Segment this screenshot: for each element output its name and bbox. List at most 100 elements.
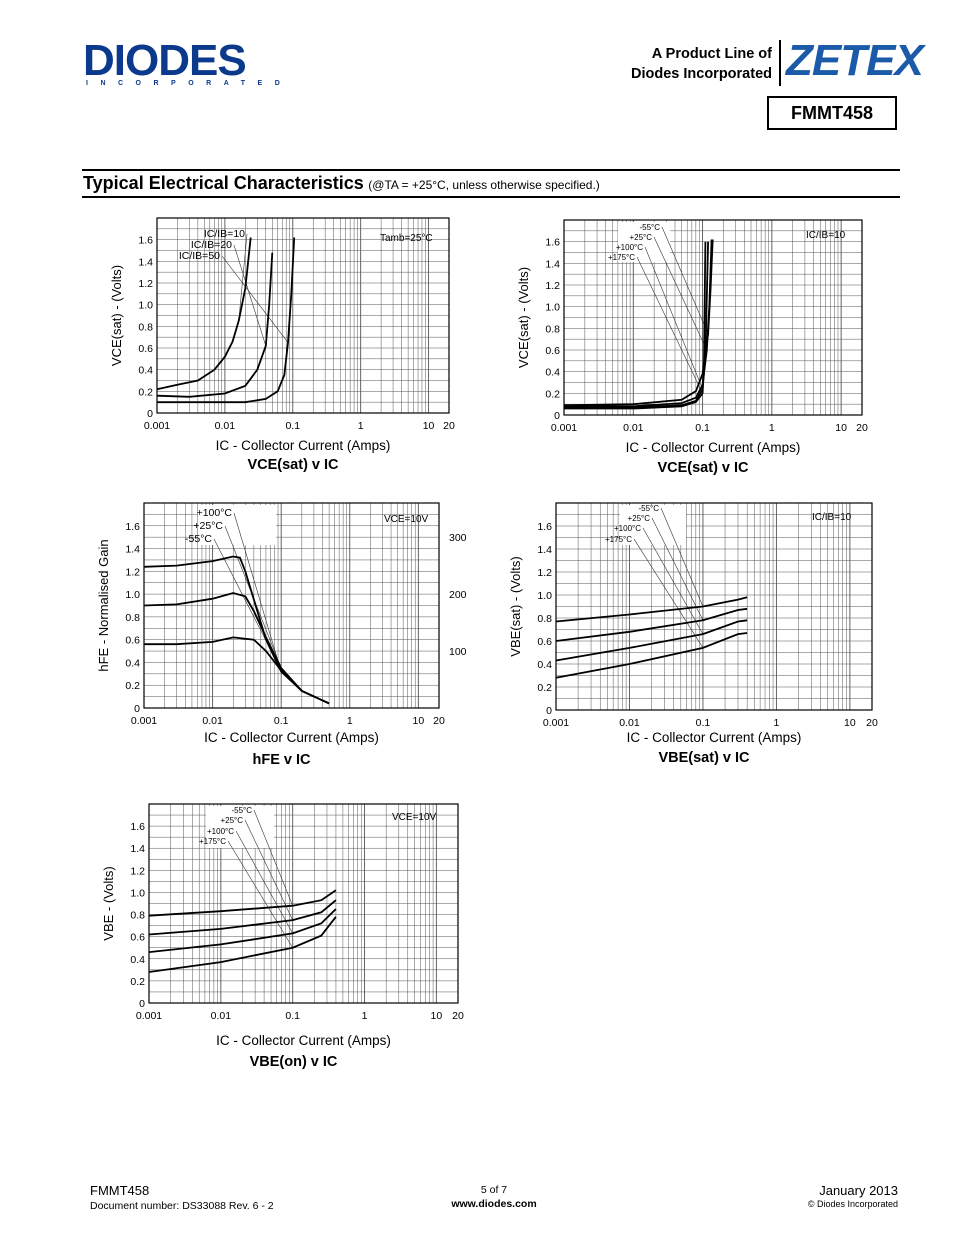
series-label: +100°C (614, 524, 641, 533)
leader-line (221, 255, 289, 343)
y-tick-label: 1.0 (130, 887, 145, 899)
y-tick-label: 0.6 (125, 635, 140, 647)
x-tick-label: 0.01 (215, 420, 236, 432)
section-rule-top (82, 169, 900, 171)
chart-title: hFE v IC (252, 752, 311, 768)
series-line-4 (555, 632, 748, 679)
legend-box (198, 505, 276, 545)
y-tick-label: 0.2 (138, 386, 153, 398)
leader-line (644, 246, 703, 390)
y-axis-label: VCE(sat) - (Volts) (516, 267, 531, 368)
x-tick-label: 20 (856, 422, 868, 434)
series-line-3 (157, 237, 296, 404)
plot-frame (148, 803, 459, 1004)
leader-line (238, 233, 248, 321)
y-tick-label: 0.4 (138, 365, 153, 377)
y-tick-label: 0 (134, 703, 140, 715)
y-axis-label: VBE(sat) - (Volts) (508, 556, 523, 656)
series-label: +100°C (616, 243, 643, 252)
x-tick-label: 10 (835, 422, 847, 434)
y-tick-label: 0.2 (125, 680, 140, 692)
y-tick-label: 1.6 (545, 237, 560, 249)
legend-box (206, 806, 274, 848)
section-title: Typical Electrical Characteristics (83, 173, 364, 193)
y-tick-label: 0 (554, 410, 560, 422)
leader-line (651, 517, 704, 621)
x-tick-label: 0.01 (202, 715, 223, 727)
x-tick-label: 0.001 (551, 422, 577, 434)
y2-tick-label: 300 (449, 532, 467, 544)
y-tick-label: 0.8 (130, 910, 145, 922)
series-label: -55°C (231, 806, 252, 815)
y-tick-label: 0.6 (130, 932, 145, 944)
x-tick-label: 0.01 (623, 422, 644, 434)
section-rule-bottom (82, 196, 900, 198)
condition-label: VCE=10V (384, 514, 429, 525)
y-tick-label: 0.6 (138, 343, 153, 355)
leader-line (653, 236, 708, 351)
footer-part: FMMT458 (90, 1183, 150, 1198)
y-tick-label: 1.2 (130, 865, 145, 877)
x-axis-label: IC - Collector Current (Amps) (204, 730, 379, 745)
section-condition: (@TA = +25°C, unless otherwise specified… (368, 178, 600, 192)
part-number-box: FMMT458 (767, 96, 897, 130)
series-line-2 (143, 592, 330, 705)
diodes-logo-sub: INCORPORATED (86, 80, 293, 87)
y2-tick-label: 200 (449, 589, 467, 601)
plot-frame (156, 217, 450, 414)
legend-box (620, 505, 686, 545)
x-tick-label: 20 (433, 715, 445, 727)
series-line-4 (148, 916, 337, 973)
y-tick-label: 1.6 (125, 521, 140, 533)
series-line-1 (555, 596, 748, 623)
y-tick-label: 0.4 (125, 657, 140, 669)
chart-c2: IC/IB=10 -55°C+25°C+100°C+175°C 0.001 0.01 0… (516, 219, 868, 476)
series-label: +175°C (605, 535, 632, 544)
footer-date: January 2013 (819, 1183, 898, 1198)
y-tick-label: 1.2 (537, 567, 552, 579)
x-axis-label: IC - Collector Current (Amps) (216, 438, 391, 453)
y-tick-label: 0.8 (545, 323, 560, 335)
product-line-1: A Product Line of (651, 46, 772, 62)
y-tick-label: 0 (139, 998, 145, 1010)
leader-line (227, 840, 293, 948)
leader-line (636, 256, 703, 394)
y-tick-label: 0.8 (125, 612, 140, 624)
footer-website[interactable]: www.diodes.com (451, 1198, 537, 1210)
x-tick-label: 0.01 (619, 717, 640, 729)
chart-gridlines (555, 503, 873, 710)
condition-label: IC/IB=10 (812, 512, 852, 523)
footer-copyright: © Diodes Incorporated (807, 1199, 898, 1209)
chart-c5: VCE=10V -55°C+25°C +100°C+175°C 0.001 0.01 0.… (101, 803, 464, 1070)
series-line-2 (555, 607, 748, 642)
plot-frame (563, 219, 863, 416)
x-axis-label: IC - Collector Current (Amps) (627, 730, 802, 745)
plot-frame (555, 502, 873, 711)
series-label: +175°C (608, 253, 635, 262)
series-label: IC/IB=10 (204, 228, 245, 240)
y-tick-label: 0.4 (537, 659, 552, 671)
x-tick-label: 0.01 (211, 1010, 232, 1022)
footer-doc-number: Document number: DS33088 Rev. 6 - 2 (90, 1200, 274, 1212)
series-line-3 (144, 636, 330, 705)
series-label: +100°C (207, 827, 234, 836)
x-tick-label: 0.1 (696, 717, 711, 729)
y-tick-label: 0.4 (545, 367, 560, 379)
y-axis-label: VBE - (Volts) (101, 866, 116, 940)
condition-label: IC/IB=10 (806, 230, 846, 241)
series-line-2 (564, 239, 713, 408)
series-label: +175°C (199, 837, 226, 846)
y2-tick-label: 100 (449, 646, 467, 658)
y-tick-label: 1.4 (545, 258, 560, 270)
y-tick-label: 0.2 (545, 388, 560, 400)
x-tick-label: 10 (413, 715, 425, 727)
y-tick-label: 1.6 (537, 521, 552, 533)
y-tick-label: 1.0 (537, 590, 552, 602)
leader-line (633, 538, 704, 649)
series-label: -55°C (185, 533, 212, 545)
y-tick-label: 0.4 (130, 954, 145, 966)
x-tick-label: 10 (423, 420, 435, 432)
y-tick-label: 1.4 (138, 256, 153, 268)
y-tick-label: 1.6 (138, 235, 153, 247)
